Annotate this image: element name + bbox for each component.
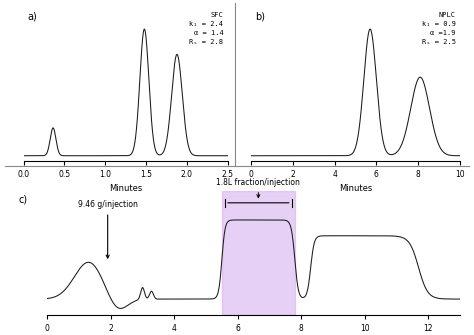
Text: 1.8L fraction/injection: 1.8L fraction/injection (217, 178, 301, 198)
Bar (222, 191, 295, 315)
Text: SFC
k₁ = 2.4
α = 1.4
Rₛ = 2.8: SFC k₁ = 2.4 α = 1.4 Rₛ = 2.8 (190, 11, 223, 45)
Text: NPLC
k₁ = 0.9
α =1.9
Rₛ = 2.5: NPLC k₁ = 0.9 α =1.9 Rₛ = 2.5 (421, 11, 456, 45)
Text: b): b) (255, 11, 265, 21)
X-axis label: Minutes: Minutes (109, 184, 142, 193)
Text: c): c) (18, 195, 27, 205)
X-axis label: Minutes: Minutes (339, 184, 372, 193)
Text: 9.46 g/injection: 9.46 g/injection (78, 200, 137, 258)
Text: a): a) (28, 11, 37, 21)
